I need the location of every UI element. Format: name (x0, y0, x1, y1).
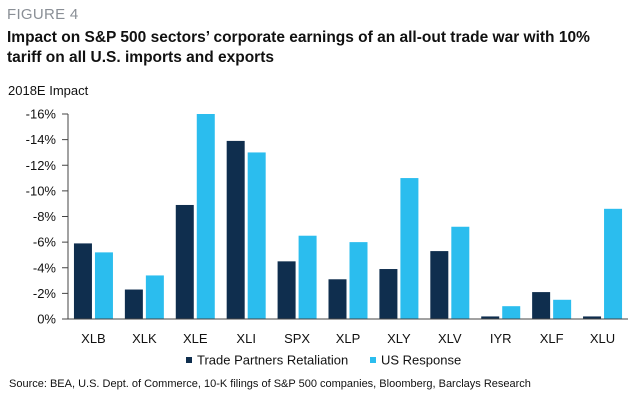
x-axis-ticks: XLB XLK XLE XLI SPX XLP XLY XLV IYR XLF XLU (81, 331, 615, 346)
bar-xlk-us-response (145, 275, 164, 319)
bar-xlp-retaliation (328, 279, 347, 319)
x-tick-label: XLY (387, 331, 411, 346)
y-axis-label: 2018E Impact (8, 83, 89, 98)
legend-swatch (186, 357, 192, 363)
bar-xli-retaliation (226, 140, 245, 319)
bar-xle-retaliation (175, 204, 194, 319)
x-tick-label: XLV (438, 331, 462, 346)
x-tick-label: XLP (336, 331, 361, 346)
y-axis-ticks: 0% -2% -4% -6% -8% -10% -12% -14% -16% (26, 107, 69, 327)
bar-xlu-us-response (604, 208, 623, 319)
bar-xlb-retaliation (73, 243, 92, 319)
bar-xlf-retaliation (532, 292, 551, 319)
legend-label: US Response (381, 353, 461, 368)
bar-xlv-us-response (451, 226, 470, 319)
bar-xlv-retaliation (430, 251, 449, 319)
bar-xlk-retaliation (124, 289, 143, 319)
y-tick-label: -14% (26, 132, 57, 147)
y-tick-label: -2% (33, 286, 57, 301)
bar-spx-retaliation (277, 261, 296, 319)
bar-spx-us-response (298, 235, 317, 319)
bar-xlf-us-response (553, 299, 572, 319)
bar-xly-retaliation (379, 269, 398, 319)
bar-xlu-retaliation (583, 316, 602, 319)
x-tick-label: IYR (490, 331, 512, 346)
source-note: Source: BEA, U.S. Dept. of Commerce, 10-… (9, 378, 531, 390)
x-tick-label: SPX (284, 331, 310, 346)
bar-xlp-us-response (349, 242, 368, 319)
y-tick-label: -12% (26, 158, 57, 173)
chart-title: Impact on S&P 500 sectors’ corporate ear… (7, 29, 590, 66)
y-tick-label: -8% (33, 209, 57, 224)
bar-xly-us-response (400, 178, 419, 319)
x-tick-label: XLB (81, 331, 106, 346)
y-tick-label: -10% (26, 183, 57, 198)
y-tick-label: -6% (33, 235, 57, 250)
x-tick-label: XLK (132, 331, 157, 346)
legend: Trade Partners Retaliation US Response (186, 353, 461, 368)
bar-xlb-us-response (94, 252, 113, 319)
y-tick-label: -16% (26, 107, 57, 122)
legend-label: Trade Partners Retaliation (197, 353, 348, 368)
bar-series (68, 114, 628, 320)
x-tick-label: XLF (540, 331, 564, 346)
bar-xli-us-response (247, 152, 266, 319)
bar-iyr-us-response (502, 306, 521, 319)
figure-label: FIGURE 4 (7, 6, 79, 23)
x-tick-label: XLI (236, 331, 256, 346)
x-tick-label: XLU (590, 331, 615, 346)
bar-iyr-retaliation (481, 316, 500, 319)
y-tick-label: 0% (37, 312, 56, 327)
bar-xle-us-response (196, 114, 215, 319)
y-tick-label: -4% (33, 260, 57, 275)
legend-swatch (370, 357, 376, 363)
x-tick-label: XLE (183, 331, 208, 346)
